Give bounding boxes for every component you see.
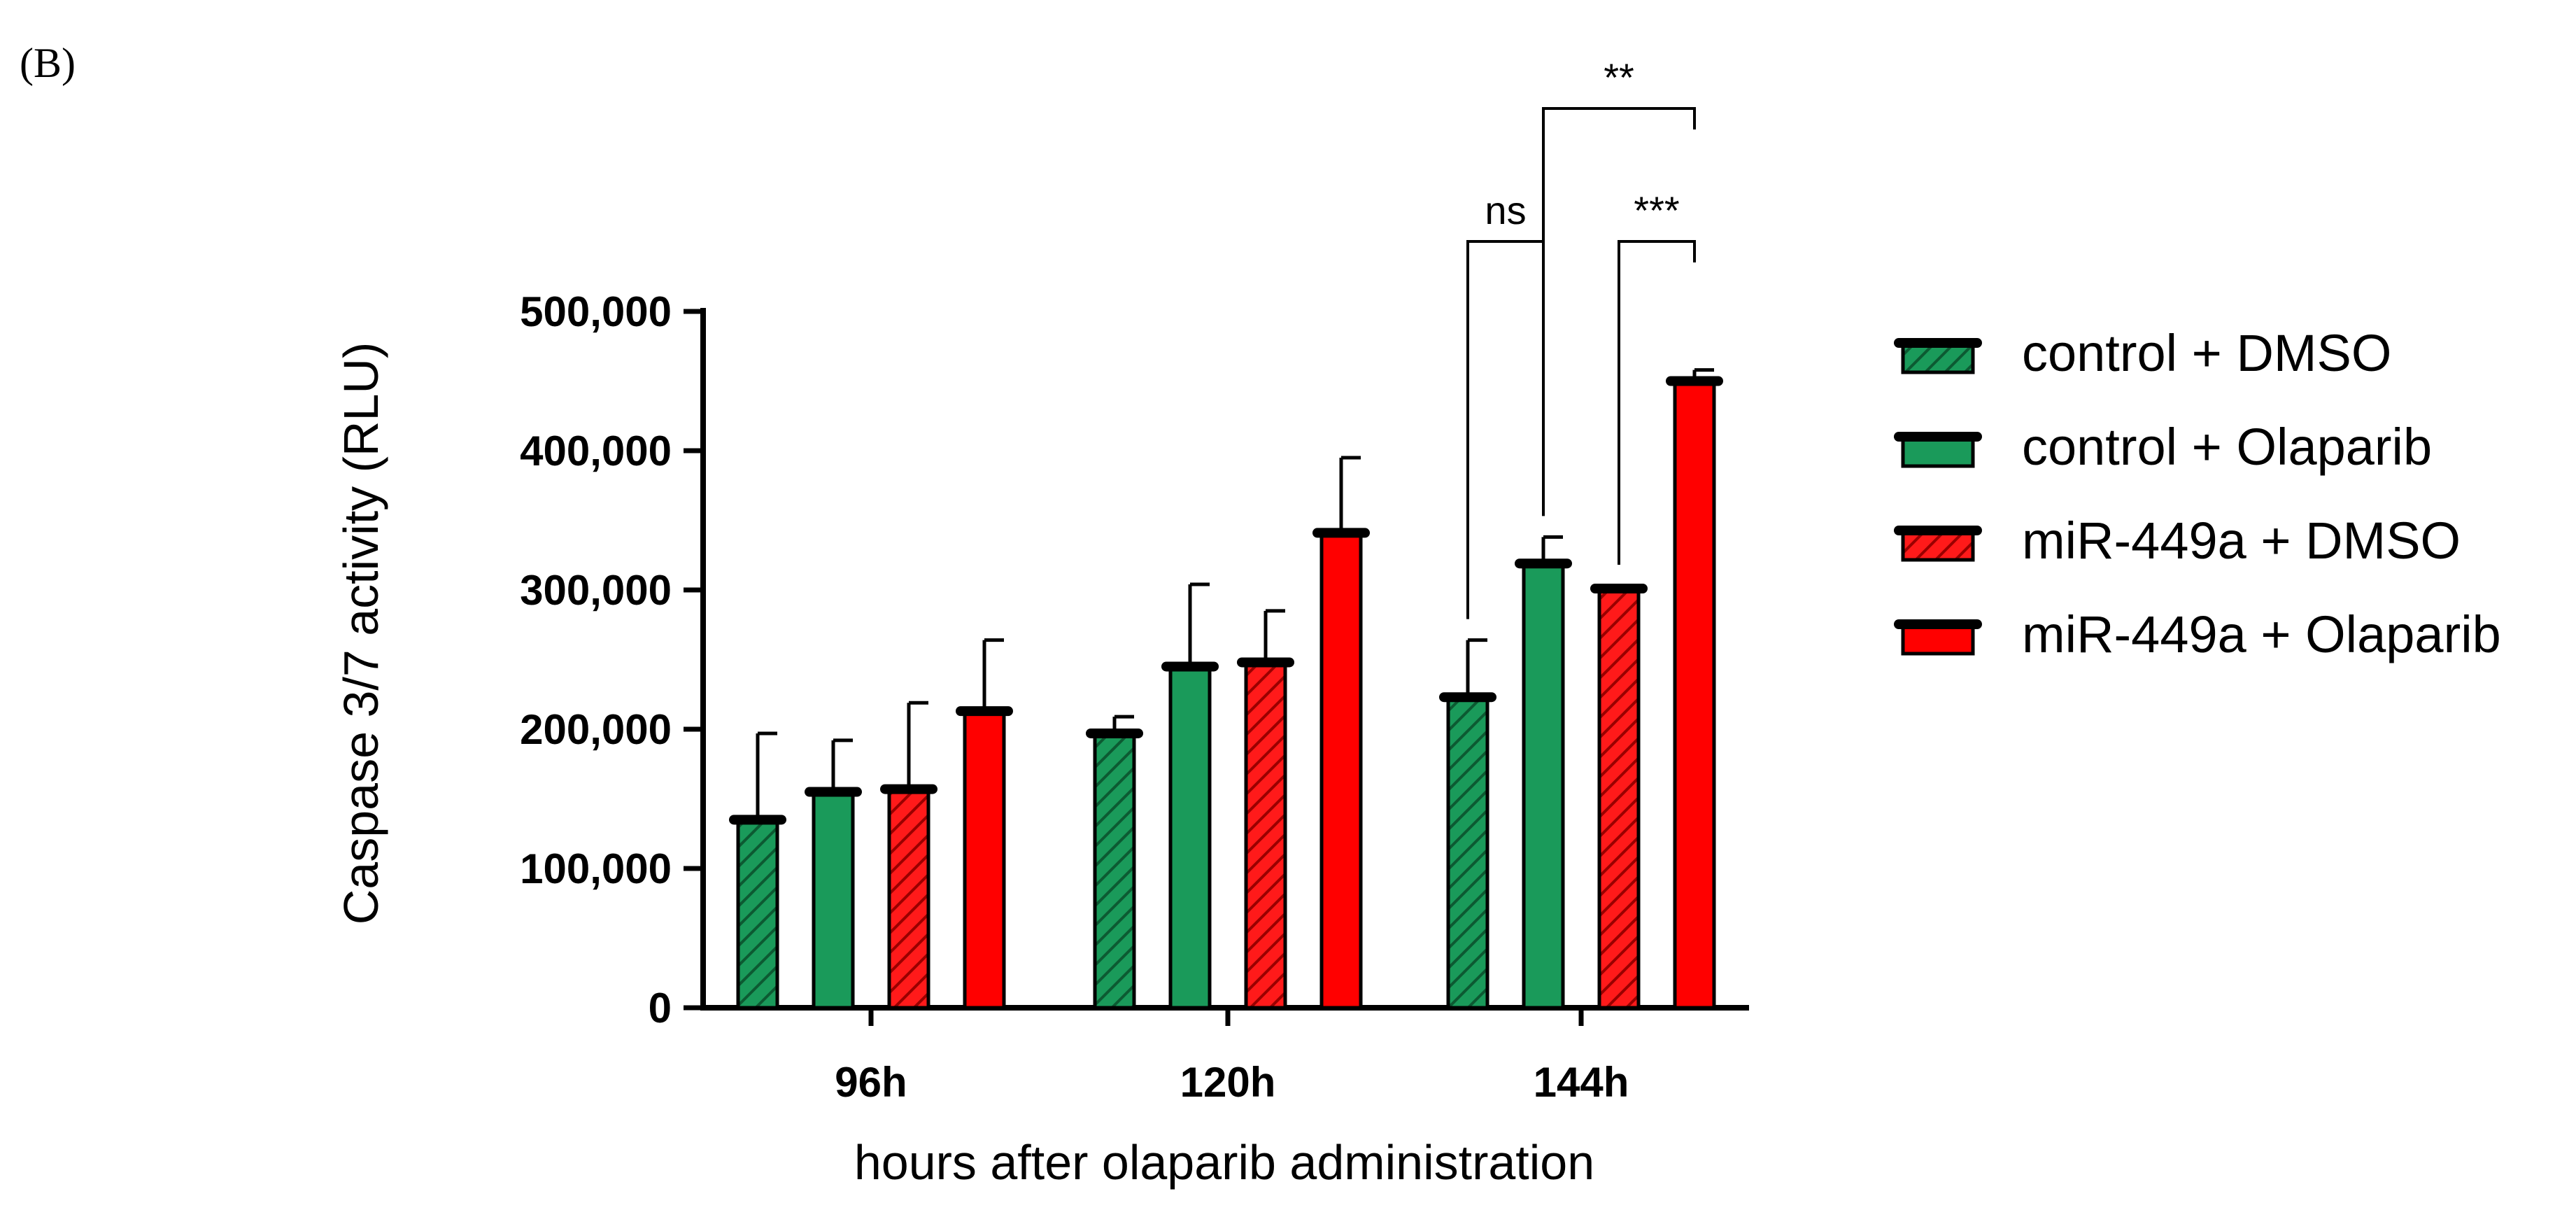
y-tick-label: 500,000 (520, 288, 672, 335)
bar (963, 709, 1006, 1010)
bar (1597, 586, 1641, 1010)
significance-label: *** (1634, 188, 1679, 232)
y-tick-label: 400,000 (520, 428, 672, 474)
legend: control + DMSO control + Olaparib miR-449a… (1894, 324, 2501, 663)
bar (1319, 530, 1363, 1010)
bar (1244, 660, 1287, 1010)
x-tick-label: 96h (835, 1059, 907, 1106)
legend-label: miR-449a + DMSO (2022, 512, 2461, 570)
legend-item: control + Olaparib (1894, 418, 2432, 476)
panel-label: (B) (20, 40, 76, 86)
y-tick-label: 0 (649, 985, 672, 1032)
x-axis-title: hours after olaparib administration (854, 1135, 1594, 1190)
significance-bracket (1618, 240, 1696, 565)
bar (887, 787, 930, 1010)
legend-item: miR-449a + DMSO (1894, 512, 2461, 570)
legend-label: control + Olaparib (2022, 418, 2432, 476)
bar (1446, 695, 1489, 1010)
y-tick-label: 100,000 (520, 845, 672, 892)
y-tick-label: 200,000 (520, 706, 672, 753)
legend-label: miR-449a + Olaparib (2022, 605, 2501, 663)
y-tick-label: 300,000 (520, 567, 672, 614)
significance-bracket (1542, 107, 1696, 516)
x-tick-label: 144h (1534, 1059, 1629, 1106)
plot-area: 0 100,000 200,000 300,000 400,000 500,000 96h 1… (520, 55, 1749, 1106)
legend-item: control + DMSO (1894, 324, 2391, 382)
bar (1522, 561, 1565, 1010)
legend-label: control + DMSO (2022, 324, 2391, 382)
bar (736, 817, 779, 1010)
y-axis-title: Caspase 3/7 activity (RLU) (334, 342, 388, 925)
legend-item: miR-449a + Olaparib (1894, 605, 2501, 663)
bar (1673, 379, 1716, 1010)
bar (812, 790, 855, 1010)
significance-label: ** (1604, 55, 1634, 99)
significance-label: ns (1485, 188, 1526, 232)
bar (1093, 731, 1136, 1010)
bar (1168, 664, 1212, 1010)
x-tick-label: 120h (1180, 1059, 1276, 1106)
